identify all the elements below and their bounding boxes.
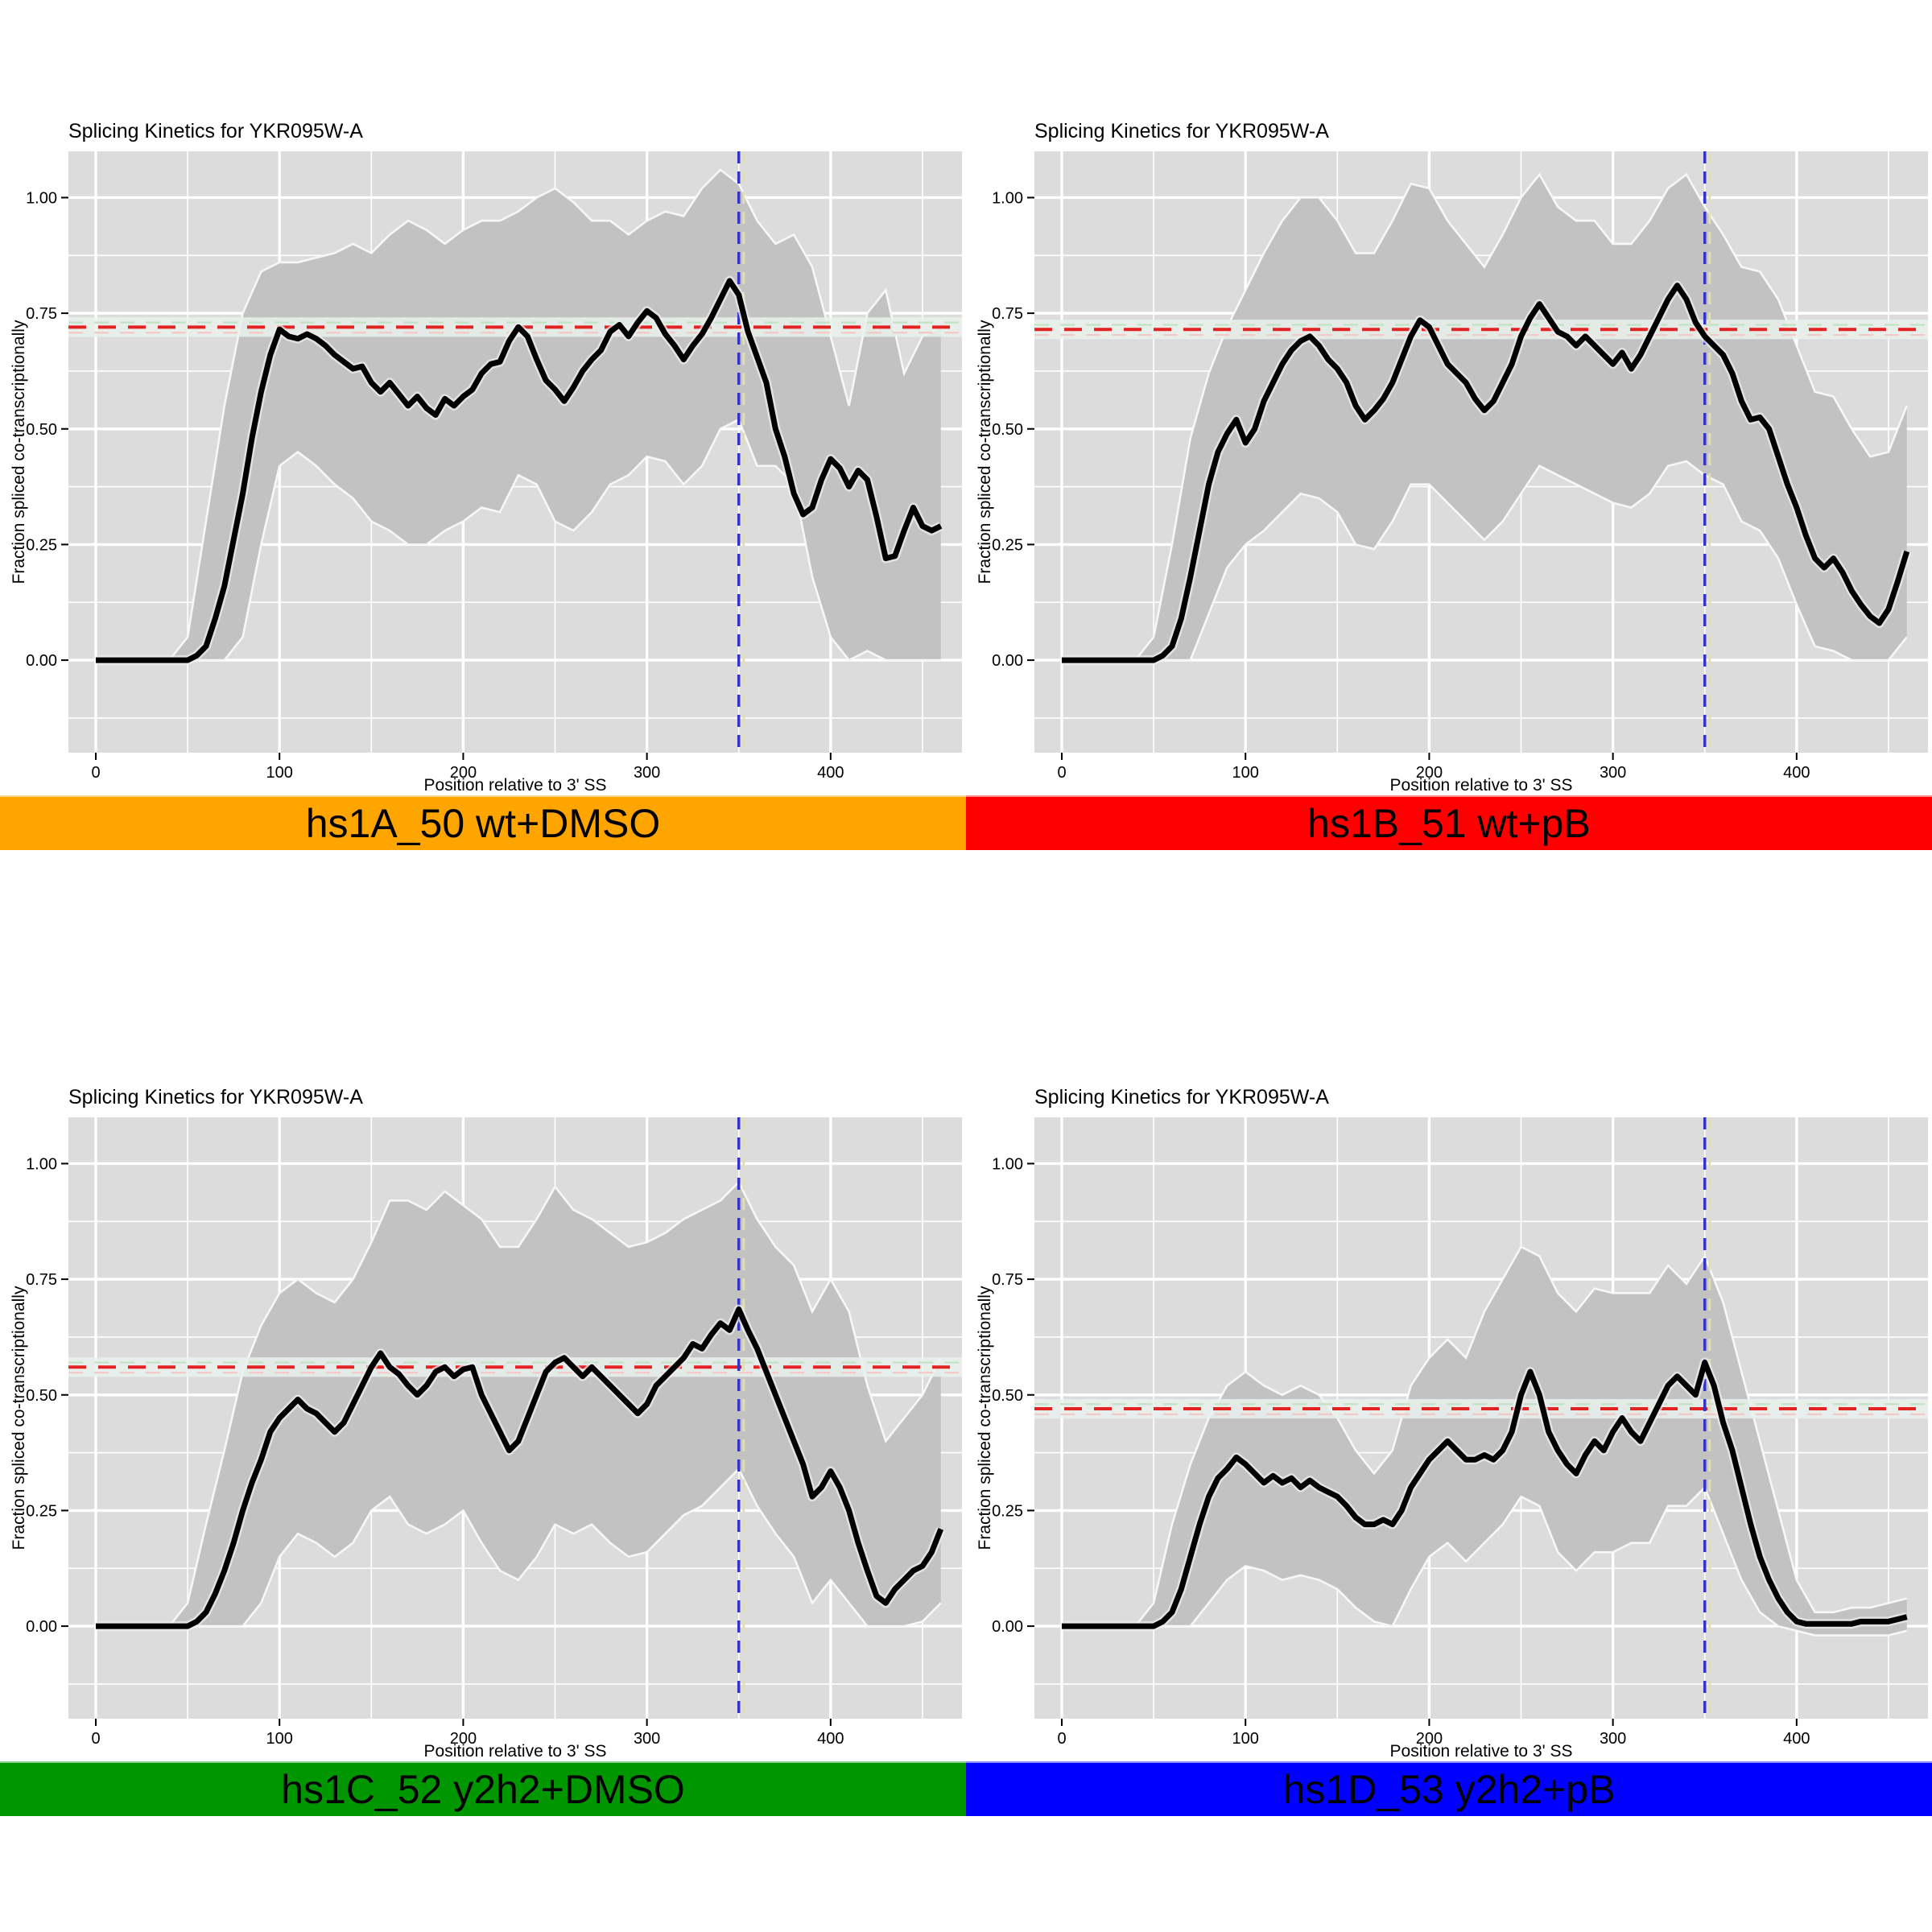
svg-text:Position relative to 3' SS: Position relative to 3' SS <box>424 1742 607 1760</box>
svg-text:200: 200 <box>1416 1730 1443 1748</box>
svg-text:0: 0 <box>91 764 100 782</box>
quadrant-hs1A-wt-DMSO: 0 100 200 300 400 0.00 0.25 0.50 0.75 1.00 Splicin… <box>0 0 966 966</box>
svg-text:300: 300 <box>634 764 660 782</box>
svg-text:Fraction spliced co-transcript: Fraction spliced co-transcriptionally <box>976 320 994 584</box>
svg-text:200: 200 <box>1416 764 1443 782</box>
svg-text:0.50: 0.50 <box>26 1387 57 1405</box>
svg-text:Splicing Kinetics for YKR095W-: Splicing Kinetics for YKR095W-A <box>1034 120 1329 142</box>
svg-text:Fraction spliced co-transcript: Fraction spliced co-transcriptionally <box>10 320 28 584</box>
condition-banner-hs1D: hs1D_53 y2h2+pB <box>966 1761 1932 1816</box>
condition-label-hs1D: hs1D_53 y2h2+pB <box>1282 1767 1616 1812</box>
svg-text:0.25: 0.25 <box>992 1502 1023 1520</box>
svg-text:300: 300 <box>634 1730 660 1748</box>
splicing-kinetics-plot-hs1D: 0 100 200 300 400 0.00 0.25 0.50 0.75 1.00 Splicin… <box>976 1086 1928 1760</box>
svg-text:100: 100 <box>1232 1730 1259 1748</box>
svg-text:400: 400 <box>817 764 844 782</box>
splicing-kinetics-plot-hs1B: 0 100 200 300 400 0.00 0.25 0.50 0.75 1.00 Splicin… <box>976 120 1928 794</box>
splicing-kinetics-plot-hs1A: 0 100 200 300 400 0.00 0.25 0.50 0.75 1.00 Splicin… <box>10 120 962 794</box>
condition-label-hs1C: hs1C_52 y2h2+DMSO <box>281 1767 685 1812</box>
splicing-kinetics-plot-hs1C: 0 100 200 300 400 0.00 0.25 0.50 0.75 1.00 Splicin… <box>10 1086 962 1760</box>
quadrant-hs1B-wt-pB: 0 100 200 300 400 0.00 0.25 0.50 0.75 1.00 Splicin… <box>966 0 1932 966</box>
svg-text:Splicing Kinetics for YKR095W-: Splicing Kinetics for YKR095W-A <box>1034 1086 1329 1108</box>
svg-text:0.75: 0.75 <box>26 1271 57 1289</box>
svg-text:0: 0 <box>91 1730 100 1748</box>
svg-text:100: 100 <box>266 1730 293 1748</box>
svg-text:Fraction spliced co-transcript: Fraction spliced co-transcriptionally <box>10 1286 28 1550</box>
svg-text:0.75: 0.75 <box>26 305 57 323</box>
svg-text:300: 300 <box>1600 1730 1626 1748</box>
svg-text:400: 400 <box>1783 1730 1810 1748</box>
svg-text:0.25: 0.25 <box>992 536 1023 554</box>
svg-text:0.50: 0.50 <box>992 421 1023 439</box>
svg-text:0.00: 0.00 <box>26 652 57 670</box>
svg-text:0.25: 0.25 <box>26 1502 57 1520</box>
svg-text:Position relative to 3' SS: Position relative to 3' SS <box>1390 1742 1573 1760</box>
svg-text:Splicing Kinetics for YKR095W-: Splicing Kinetics for YKR095W-A <box>68 120 363 142</box>
svg-text:0: 0 <box>1057 1730 1066 1748</box>
svg-text:0.00: 0.00 <box>26 1618 57 1636</box>
condition-banner-hs1A: hs1A_50 wt+DMSO <box>0 795 966 850</box>
svg-text:1.00: 1.00 <box>992 1155 1023 1173</box>
svg-text:0.75: 0.75 <box>992 1271 1023 1289</box>
svg-text:1.00: 1.00 <box>992 189 1023 207</box>
svg-text:0.75: 0.75 <box>992 305 1023 323</box>
svg-text:0.00: 0.00 <box>992 652 1023 670</box>
condition-banner-hs1B: hs1B_51 wt+pB <box>966 795 1932 850</box>
svg-text:0.50: 0.50 <box>992 1387 1023 1405</box>
svg-text:400: 400 <box>1783 764 1810 782</box>
svg-text:0: 0 <box>1057 764 1066 782</box>
quadrant-hs1C-y2h2-DMSO: 0 100 200 300 400 0.00 0.25 0.50 0.75 1.00 Splicin… <box>0 966 966 1932</box>
svg-text:100: 100 <box>266 764 293 782</box>
svg-text:0.50: 0.50 <box>26 421 57 439</box>
svg-text:200: 200 <box>450 764 477 782</box>
condition-banner-hs1C: hs1C_52 y2h2+DMSO <box>0 1761 966 1816</box>
svg-text:Position relative to 3' SS: Position relative to 3' SS <box>424 776 607 794</box>
condition-label-hs1A: hs1A_50 wt+DMSO <box>305 801 661 846</box>
svg-text:Splicing Kinetics for YKR095W-: Splicing Kinetics for YKR095W-A <box>68 1086 363 1108</box>
svg-text:Fraction spliced co-transcript: Fraction spliced co-transcriptionally <box>976 1286 994 1550</box>
svg-text:300: 300 <box>1600 764 1626 782</box>
svg-text:1.00: 1.00 <box>26 1155 57 1173</box>
condition-label-hs1B: hs1B_51 wt+pB <box>1307 801 1591 846</box>
svg-text:0.25: 0.25 <box>26 536 57 554</box>
svg-text:100: 100 <box>1232 764 1259 782</box>
quadrant-hs1D-y2h2-pB: 0 100 200 300 400 0.00 0.25 0.50 0.75 1.00 Splicin… <box>966 966 1932 1932</box>
svg-text:400: 400 <box>817 1730 844 1748</box>
svg-text:200: 200 <box>450 1730 477 1748</box>
svg-text:1.00: 1.00 <box>26 189 57 207</box>
svg-text:Position relative to 3' SS: Position relative to 3' SS <box>1390 776 1573 794</box>
svg-text:0.00: 0.00 <box>992 1618 1023 1636</box>
